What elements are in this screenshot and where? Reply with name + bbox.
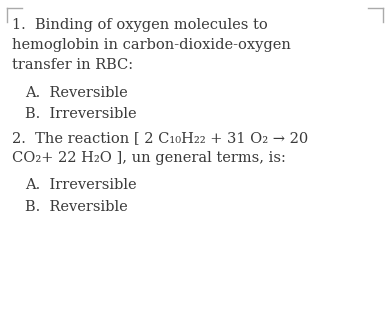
Text: CO₂+ 22 H₂O ], un general terms, is:: CO₂+ 22 H₂O ], un general terms, is: [12, 151, 285, 165]
Text: hemoglobin in carbon-dioxide-oxygen: hemoglobin in carbon-dioxide-oxygen [12, 38, 291, 52]
Text: B.  Reversible: B. Reversible [25, 200, 128, 214]
Text: 1.  Binding of oxygen molecules to: 1. Binding of oxygen molecules to [12, 18, 268, 32]
Text: transfer in RBC:: transfer in RBC: [12, 58, 133, 72]
Text: A.  Irreversible: A. Irreversible [25, 178, 137, 192]
Text: B.  Irreversible: B. Irreversible [25, 107, 137, 121]
Text: A.  Reversible: A. Reversible [25, 86, 128, 100]
Text: 2.  The reaction [ 2 C₁₀H₂₂ + 31 O₂ → 20: 2. The reaction [ 2 C₁₀H₂₂ + 31 O₂ → 20 [12, 131, 308, 145]
